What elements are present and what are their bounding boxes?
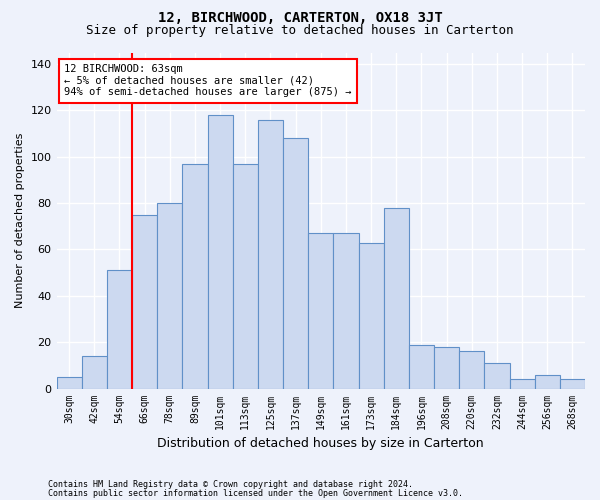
- Bar: [308, 234, 334, 388]
- Bar: [132, 214, 157, 388]
- Bar: [359, 242, 383, 388]
- Bar: [82, 356, 107, 388]
- Bar: [56, 377, 82, 388]
- Bar: [107, 270, 132, 388]
- Text: 12, BIRCHWOOD, CARTERTON, OX18 3JT: 12, BIRCHWOOD, CARTERTON, OX18 3JT: [158, 11, 442, 25]
- Bar: [535, 374, 560, 388]
- Text: Size of property relative to detached houses in Carterton: Size of property relative to detached ho…: [86, 24, 514, 37]
- Bar: [157, 203, 182, 388]
- Bar: [409, 344, 434, 389]
- Bar: [383, 208, 409, 388]
- Text: Contains HM Land Registry data © Crown copyright and database right 2024.: Contains HM Land Registry data © Crown c…: [48, 480, 413, 489]
- Text: Contains public sector information licensed under the Open Government Licence v3: Contains public sector information licen…: [48, 488, 463, 498]
- Bar: [334, 234, 359, 388]
- Bar: [459, 352, 484, 389]
- X-axis label: Distribution of detached houses by size in Carterton: Distribution of detached houses by size …: [157, 437, 484, 450]
- Bar: [182, 164, 208, 388]
- Bar: [509, 380, 535, 388]
- Text: 12 BIRCHWOOD: 63sqm
← 5% of detached houses are smaller (42)
94% of semi-detache: 12 BIRCHWOOD: 63sqm ← 5% of detached hou…: [64, 64, 352, 98]
- Bar: [484, 363, 509, 388]
- Bar: [560, 380, 585, 388]
- Bar: [434, 347, 459, 389]
- Bar: [258, 120, 283, 388]
- Bar: [208, 115, 233, 388]
- Y-axis label: Number of detached properties: Number of detached properties: [15, 133, 25, 308]
- Bar: [233, 164, 258, 388]
- Bar: [283, 138, 308, 388]
